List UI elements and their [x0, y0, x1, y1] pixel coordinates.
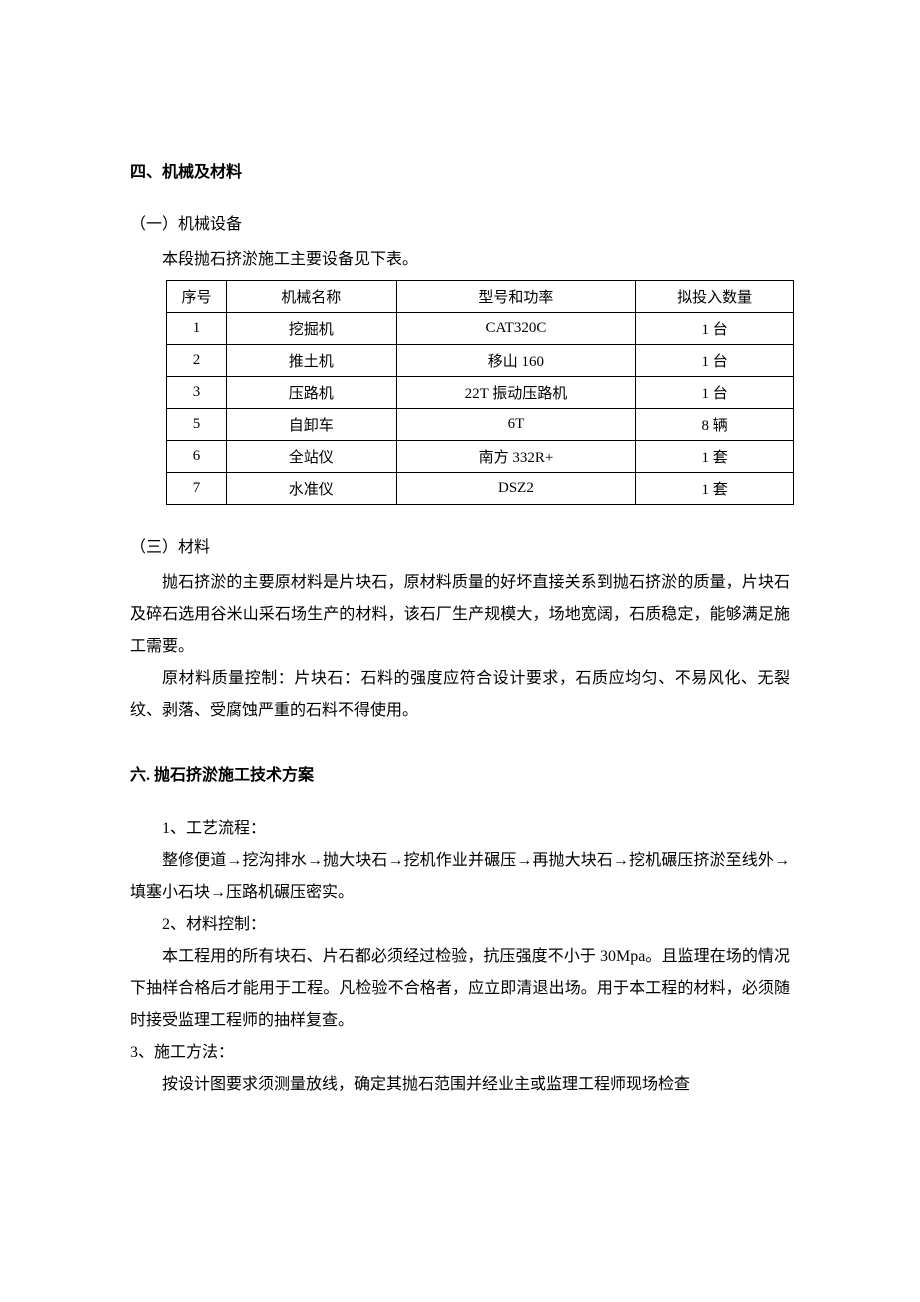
- cell-model: 6T: [396, 409, 636, 441]
- cell-name: 压路机: [226, 377, 396, 409]
- cell-model: 22T 振动压路机: [396, 377, 636, 409]
- cell-seq: 7: [167, 473, 227, 505]
- equipment-table: 序号 机械名称 型号和功率 拟投入数量 1 挖掘机 CAT320C 1 台 2 …: [166, 280, 794, 505]
- cell-name: 挖掘机: [226, 313, 396, 345]
- cell-qty: 1 台: [636, 313, 794, 345]
- table-row: 3 压路机 22T 振动压路机 1 台: [167, 377, 794, 409]
- table-row: 6 全站仪 南方 332R+ 1 套: [167, 441, 794, 473]
- table-row: 7 水准仪 DSZ2 1 套: [167, 473, 794, 505]
- th-seq: 序号: [167, 281, 227, 313]
- section-4-sub1-label: （一）机械设备: [130, 210, 790, 234]
- cell-qty: 1 套: [636, 441, 794, 473]
- cell-model: DSZ2: [396, 473, 636, 505]
- section-6-item1-text: 整修便道→挖沟排水→抛大块石→挖机作业并碾压→再抛大块石→挖机碾压挤淤至线外→填…: [130, 845, 790, 909]
- cell-name: 推土机: [226, 345, 396, 377]
- section-6-item2-label: 2、材料控制：: [130, 909, 790, 941]
- th-name: 机械名称: [226, 281, 396, 313]
- section-4-title: 四、机械及材料: [130, 158, 790, 182]
- section-6-item3-label: 3、施工方法：: [130, 1037, 790, 1069]
- th-model: 型号和功率: [396, 281, 636, 313]
- section-4-sub3-label: （三）材料: [130, 533, 790, 557]
- cell-qty: 8 辆: [636, 409, 794, 441]
- cell-seq: 3: [167, 377, 227, 409]
- cell-seq: 5: [167, 409, 227, 441]
- table-row: 1 挖掘机 CAT320C 1 台: [167, 313, 794, 345]
- cell-seq: 1: [167, 313, 227, 345]
- cell-name: 水准仪: [226, 473, 396, 505]
- cell-seq: 6: [167, 441, 227, 473]
- cell-name: 自卸车: [226, 409, 396, 441]
- cell-model: CAT320C: [396, 313, 636, 345]
- cell-qty: 1 台: [636, 345, 794, 377]
- table-row: 5 自卸车 6T 8 辆: [167, 409, 794, 441]
- section-6-title: 六. 抛石挤淤施工技术方案: [130, 761, 790, 785]
- section-6-item1-label: 1、工艺流程：: [130, 813, 790, 845]
- section-4-sub1-intro: 本段抛石挤淤施工主要设备见下表。: [130, 244, 790, 276]
- cell-seq: 2: [167, 345, 227, 377]
- section-6-item3-text: 按设计图要求须测量放线，确定其抛石范围并经业主或监理工程师现场检查: [130, 1069, 790, 1101]
- section-4-sub3-p2: 原材料质量控制：片块石：石料的强度应符合设计要求，石质应均匀、不易风化、无裂纹、…: [130, 663, 790, 727]
- table-row: 2 推土机 移山 160 1 台: [167, 345, 794, 377]
- th-qty: 拟投入数量: [636, 281, 794, 313]
- cell-name: 全站仪: [226, 441, 396, 473]
- section-6-item2-text: 本工程用的所有块石、片石都必须经过检验，抗压强度不小于 30Mpa。且监理在场的…: [130, 941, 790, 1037]
- cell-qty: 1 套: [636, 473, 794, 505]
- table-header-row: 序号 机械名称 型号和功率 拟投入数量: [167, 281, 794, 313]
- cell-qty: 1 台: [636, 377, 794, 409]
- section-4-sub3-p1: 抛石挤淤的主要原材料是片块石，原材料质量的好坏直接关系到抛石挤淤的质量，片块石及…: [130, 567, 790, 663]
- cell-model: 移山 160: [396, 345, 636, 377]
- cell-model: 南方 332R+: [396, 441, 636, 473]
